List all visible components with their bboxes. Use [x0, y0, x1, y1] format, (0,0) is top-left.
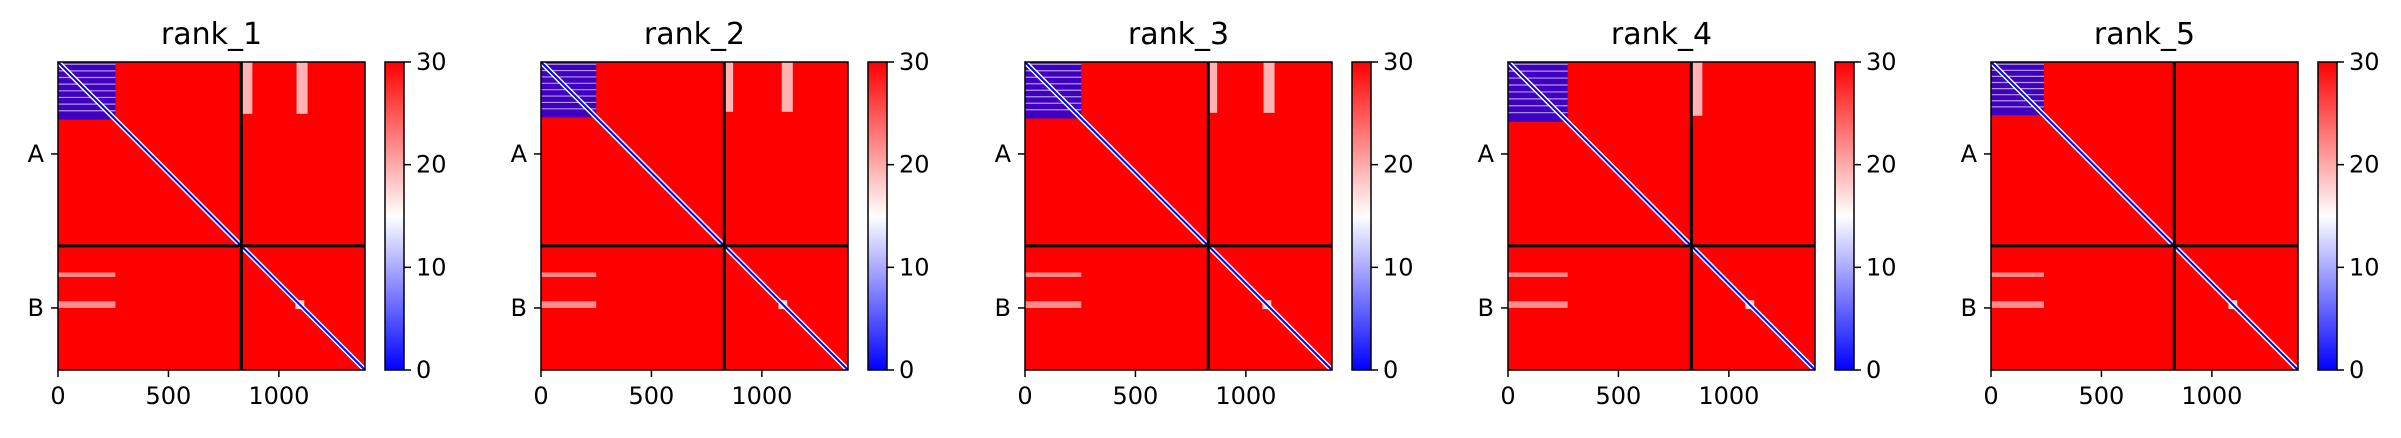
heatmap-diagonal [540, 61, 849, 371]
heatmap-cross-row [541, 272, 597, 277]
heatmap-frame [57, 61, 366, 371]
colorbar-tick-label: 20 [899, 151, 930, 179]
colorbar-tick-label: 30 [1383, 48, 1414, 76]
colorbar-tick-label: 0 [416, 356, 431, 384]
y-tick-label: B [1961, 294, 1977, 322]
heatmap-cross-column [1263, 62, 1275, 113]
colorbar-tick-label: 30 [416, 48, 447, 76]
heatmap-cross-column [1691, 62, 1703, 116]
y-tick-label: A [511, 140, 528, 168]
x-tick-label: 1000 [1698, 382, 1759, 410]
heatmap-cross-column [1208, 62, 1218, 113]
x-tick-label: 500 [2079, 382, 2125, 410]
colorbar [2317, 61, 2338, 371]
y-tick-label: A [1478, 140, 1495, 168]
y-tick-label: A [1961, 140, 1978, 168]
heatmap-cross-row [1991, 272, 2045, 277]
panel-title: rank_3 [1128, 17, 1229, 52]
heatmap-cross-row [58, 272, 116, 277]
colorbar-tick-label: 10 [899, 253, 930, 281]
panel-rank_5: rank_5 0 500 1000 A B 0 10 20 30 [1961, 17, 2380, 410]
panel-title: rank_2 [644, 17, 745, 52]
panel-title: rank_5 [2094, 17, 2195, 52]
colorbar-tick-label: 30 [2349, 48, 2380, 76]
colorbar [1351, 61, 1372, 371]
heatmap-cross-row [58, 301, 116, 308]
heatmap-frame [1990, 61, 2299, 371]
x-tick-label: 0 [50, 382, 65, 410]
y-tick-label: B [1478, 294, 1494, 322]
y-tick-label: A [995, 140, 1012, 168]
heatmap-frame [1024, 61, 1333, 371]
colorbar [867, 61, 888, 371]
heatmap-cross-row [1991, 301, 2045, 308]
x-tick-label: 500 [629, 382, 675, 410]
colorbar-tick-label: 0 [899, 356, 914, 384]
heatmap-diagonal [1024, 61, 1333, 371]
colorbar-tick-label: 30 [899, 48, 930, 76]
x-tick-label: 0 [533, 382, 548, 410]
heatmap-cross-row [1025, 301, 1082, 308]
x-tick-label: 500 [1596, 382, 1642, 410]
heatmap-diagonal [1507, 61, 1816, 371]
y-tick-label: B [511, 294, 527, 322]
panel-rank_1: rank_1 0 500 1000 A B 0 10 20 30 [28, 17, 447, 410]
y-tick-label: B [28, 294, 44, 322]
x-tick-label: 1000 [248, 382, 309, 410]
colorbar-tick-label: 10 [416, 253, 447, 281]
colorbar-tick-label: 0 [1383, 356, 1398, 384]
panel-rank_3: rank_3 0 500 1000 A B 0 10 20 30 [995, 17, 1414, 410]
colorbar [1834, 61, 1855, 371]
x-tick-label: 1000 [1215, 382, 1276, 410]
heatmap-cross-row [1508, 272, 1568, 277]
panel-rank_2: rank_2 0 500 1000 A B 0 10 20 30 [511, 17, 930, 410]
x-tick-label: 0 [1500, 382, 1515, 410]
heatmap-cross-column [241, 62, 253, 114]
y-tick-label: B [995, 294, 1011, 322]
colorbar-tick-label: 10 [2349, 253, 2380, 281]
x-tick-label: 1000 [2181, 382, 2242, 410]
panel-title: rank_4 [1611, 17, 1712, 52]
heatmap-diagonal [57, 61, 366, 371]
heatmap-cross-column [296, 62, 308, 114]
heatmap-cross-row [1508, 301, 1568, 308]
colorbar-tick-label: 10 [1383, 253, 1414, 281]
x-tick-label: 1000 [731, 382, 792, 410]
colorbar-tick-label: 20 [2349, 151, 2380, 179]
heatmap-frame [1507, 61, 1816, 371]
x-tick-label: 500 [146, 382, 192, 410]
colorbar-tick-label: 0 [1866, 356, 1881, 384]
colorbar [384, 61, 405, 371]
heatmap-cross-row [1025, 272, 1082, 277]
colorbar-tick-label: 30 [1866, 48, 1897, 76]
colorbar-tick-label: 20 [416, 151, 447, 179]
panel-title: rank_1 [161, 17, 262, 52]
x-tick-label: 0 [1983, 382, 1998, 410]
colorbar-tick-label: 10 [1866, 253, 1897, 281]
heatmap-cross-row [541, 301, 597, 308]
x-tick-label: 0 [1017, 382, 1032, 410]
heatmap-frame [540, 61, 849, 371]
heatmap-cross-column [781, 62, 793, 112]
colorbar-tick-label: 0 [2349, 356, 2364, 384]
panel-rank_4: rank_4 0 500 1000 A B 0 10 20 30 [1478, 17, 1897, 410]
colorbar-tick-label: 20 [1866, 151, 1897, 179]
colorbar-tick-label: 20 [1383, 151, 1414, 179]
heatmap-diagonal [1990, 61, 2299, 371]
y-tick-label: A [28, 140, 45, 168]
x-tick-label: 500 [1113, 382, 1159, 410]
heatmap-cross-column [724, 62, 734, 112]
